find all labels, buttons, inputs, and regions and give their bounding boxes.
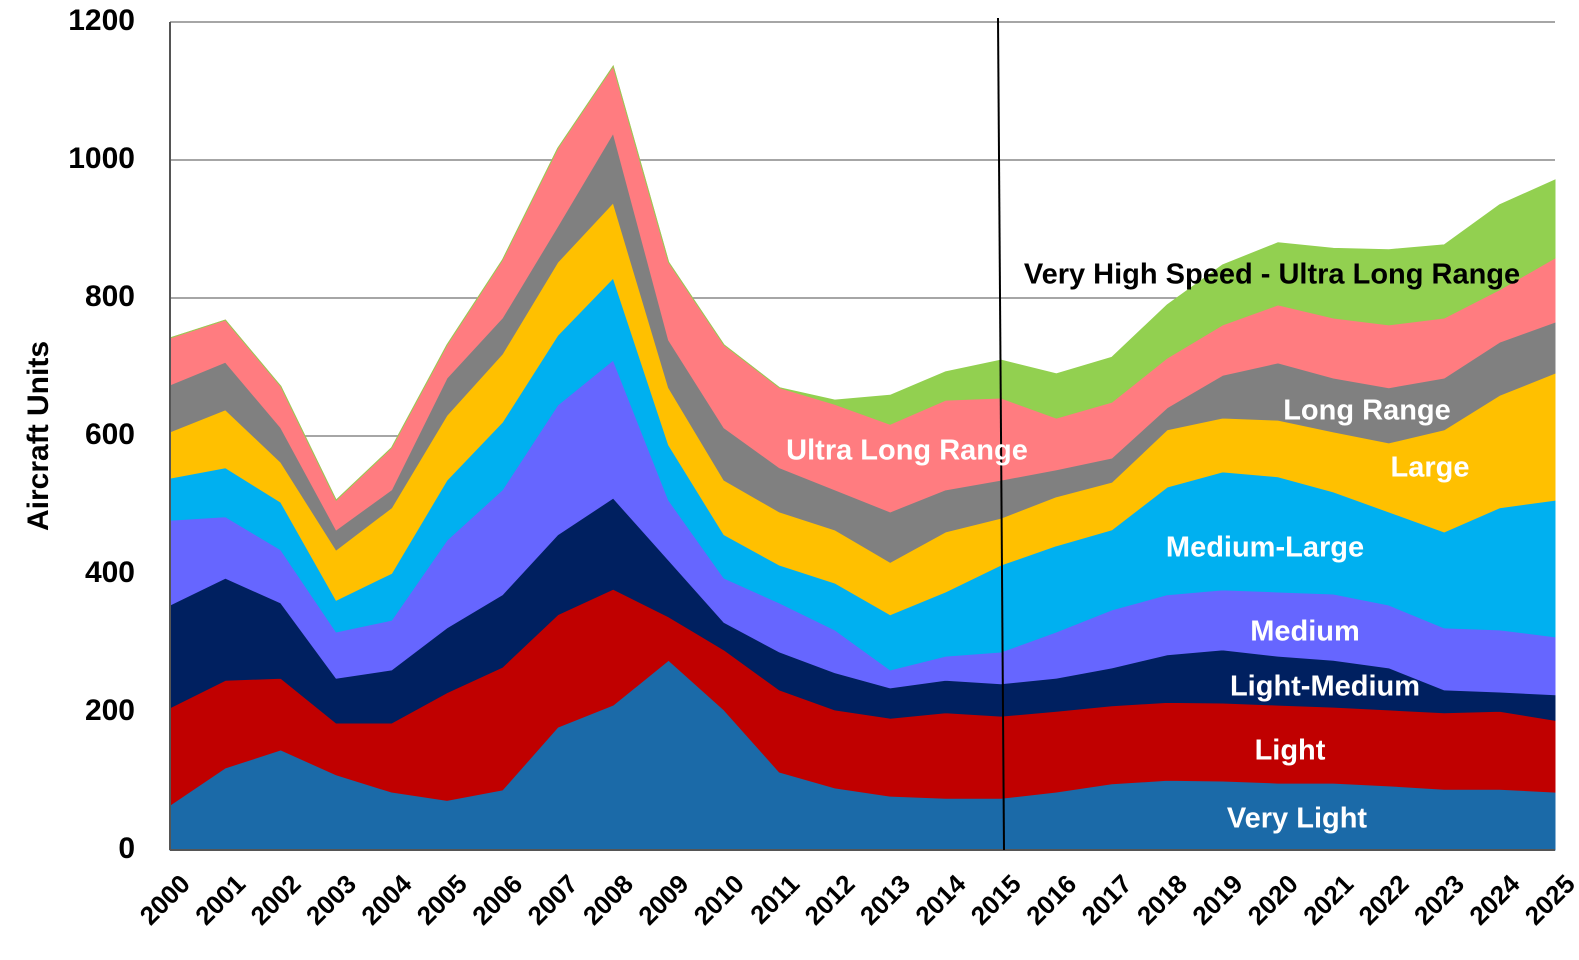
x-tick-label: 2009: [632, 869, 694, 931]
x-tick-label: 2023: [1408, 869, 1470, 931]
x-tick-label: 2015: [965, 869, 1027, 931]
series-label: Medium-Large: [1166, 532, 1364, 564]
y-axis-label: Aircraft Units: [22, 341, 55, 531]
series-label: Very High Speed - Ultra Long Range: [1024, 259, 1520, 291]
x-tick-label: 2018: [1131, 869, 1193, 931]
y-tick-label: 1200: [68, 4, 135, 37]
x-tick-label: 2013: [854, 869, 916, 931]
x-tick-label: 2006: [466, 869, 528, 931]
x-tick-label: 2016: [1020, 869, 1082, 931]
y-tick-label: 1000: [68, 142, 135, 175]
series-label: Very Light: [1227, 803, 1368, 835]
x-tick-label: 2012: [799, 869, 861, 931]
series-label: Large: [1391, 452, 1470, 484]
x-tick-label: 2020: [1242, 869, 1304, 931]
x-tick-label: 2014: [909, 868, 971, 930]
series-label: Long Range: [1283, 395, 1451, 427]
x-tick-label: 2019: [1186, 869, 1248, 931]
x-tick-label: 2017: [1076, 869, 1138, 931]
x-tick-label: 2024: [1463, 868, 1525, 930]
x-tick-label: 2011: [744, 869, 805, 930]
x-tick-label: 2002: [245, 869, 307, 931]
y-tick-label: 800: [85, 280, 135, 313]
x-tick-label: 2001: [189, 869, 251, 931]
series-label: Light: [1255, 735, 1326, 767]
x-tick-label: 2007: [522, 869, 584, 931]
y-tick-label: 600: [85, 418, 135, 451]
x-tick-label: 2010: [688, 869, 750, 931]
series-label: Medium: [1250, 616, 1360, 648]
y-tick-label: 200: [85, 694, 135, 727]
x-tick-label: 2025: [1519, 869, 1579, 931]
x-tick-label: 2004: [355, 868, 417, 930]
y-tick-label: 400: [85, 556, 135, 589]
x-tick-label: 2021: [1297, 869, 1359, 931]
x-tick-label: 2008: [577, 869, 639, 931]
series-label: Light-Medium: [1230, 671, 1420, 703]
divider-line: [997, 17, 1005, 851]
x-tick-label: 2022: [1353, 869, 1415, 931]
area: [169, 64, 1556, 502]
x-tick-label: 2005: [411, 869, 473, 931]
y-tick-label: 0: [118, 832, 135, 865]
x-tick-label: 2000: [134, 869, 196, 931]
x-tick-label: 2003: [300, 869, 362, 931]
series-label: Ultra Long Range: [786, 435, 1028, 467]
